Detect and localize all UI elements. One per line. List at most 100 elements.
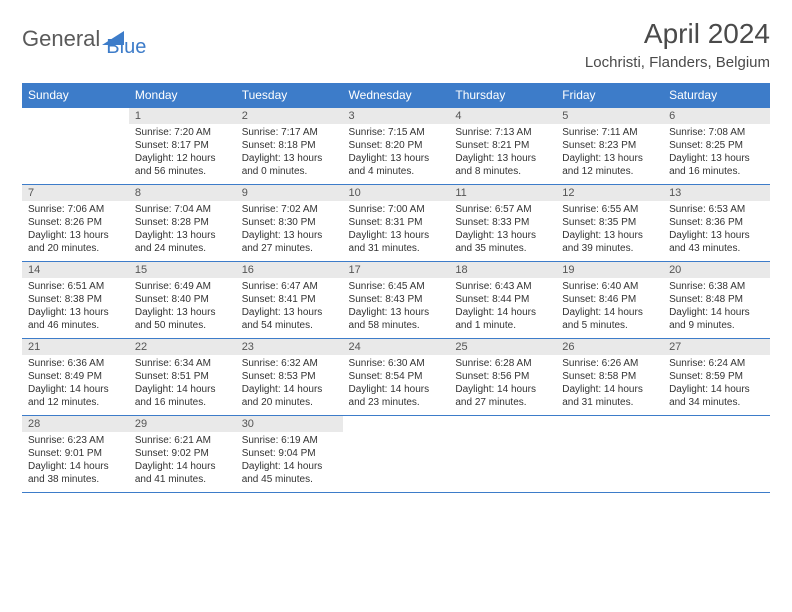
weekday-header: Tuesday [236,83,343,108]
day-details: Sunrise: 6:21 AMSunset: 9:02 PMDaylight:… [129,432,236,492]
detail-line: and 41 minutes. [135,473,230,486]
detail-line: Sunset: 8:51 PM [135,370,230,383]
day-number [343,416,450,432]
detail-line: Sunrise: 6:24 AM [669,357,764,370]
calendar-week: 1Sunrise: 7:20 AMSunset: 8:17 PMDaylight… [22,108,770,185]
detail-line: Sunset: 8:30 PM [242,216,337,229]
detail-line: Sunset: 8:28 PM [135,216,230,229]
day-number: 12 [556,185,663,201]
day-number: 3 [343,108,450,124]
day-number: 4 [449,108,556,124]
detail-line: Sunrise: 6:51 AM [28,280,123,293]
detail-line: Daylight: 14 hours [669,383,764,396]
header: General Blue April 2024 Lochristi, Fland… [22,18,770,71]
detail-line: Sunrise: 6:23 AM [28,434,123,447]
day-number: 22 [129,339,236,355]
detail-line: Sunrise: 6:36 AM [28,357,123,370]
day-number: 26 [556,339,663,355]
calendar-cell: 26Sunrise: 6:26 AMSunset: 8:58 PMDayligh… [556,339,663,416]
detail-line: Sunrise: 6:47 AM [242,280,337,293]
day-number: 11 [449,185,556,201]
detail-line: and 5 minutes. [562,319,657,332]
day-details: Sunrise: 6:47 AMSunset: 8:41 PMDaylight:… [236,278,343,338]
logo-text-general: General [22,26,100,52]
day-number: 2 [236,108,343,124]
detail-line: and 16 minutes. [669,165,764,178]
day-number: 8 [129,185,236,201]
detail-line: and 56 minutes. [135,165,230,178]
calendar-cell: 21 Sunrise: 6:36 AMSunset: 8:49 PMDayligh… [22,339,129,416]
detail-line: Sunrise: 6:26 AM [562,357,657,370]
detail-line: Sunset: 8:48 PM [669,293,764,306]
detail-line: Sunrise: 7:08 AM [669,126,764,139]
detail-line: Sunset: 8:40 PM [135,293,230,306]
detail-line: Sunset: 8:18 PM [242,139,337,152]
calendar-cell [343,416,450,493]
day-details [22,124,129,182]
day-details: Sunrise: 7:15 AMSunset: 8:20 PMDaylight:… [343,124,450,184]
day-details: Sunrise: 6:53 AMSunset: 8:36 PMDaylight:… [663,201,770,261]
calendar-cell [22,108,129,185]
detail-line: Sunset: 8:49 PM [28,370,123,383]
detail-line: Daylight: 14 hours [242,460,337,473]
detail-line: and 27 minutes. [242,242,337,255]
detail-line: and 38 minutes. [28,473,123,486]
calendar-cell [449,416,556,493]
detail-line: Sunset: 8:41 PM [242,293,337,306]
detail-line: and 31 minutes. [349,242,444,255]
detail-line: Sunset: 9:01 PM [28,447,123,460]
calendar-cell: 11Sunrise: 6:57 AMSunset: 8:33 PMDayligh… [449,185,556,262]
day-number: 13 [663,185,770,201]
day-number: 20 [663,262,770,278]
detail-line: Sunset: 8:58 PM [562,370,657,383]
day-details: Sunrise: 6:24 AMSunset: 8:59 PMDaylight:… [663,355,770,415]
detail-line: Sunset: 8:31 PM [349,216,444,229]
calendar-cell: 15Sunrise: 6:49 AMSunset: 8:40 PMDayligh… [129,262,236,339]
detail-line: Daylight: 14 hours [242,383,337,396]
detail-line: Daylight: 14 hours [349,383,444,396]
calendar-cell: 13Sunrise: 6:53 AMSunset: 8:36 PMDayligh… [663,185,770,262]
detail-line: Daylight: 13 hours [135,306,230,319]
detail-line: Sunset: 8:26 PM [28,216,123,229]
detail-line: Daylight: 13 hours [135,229,230,242]
day-number: 21 [22,339,129,355]
day-number: 30 [236,416,343,432]
day-number: 27 [663,339,770,355]
day-number: 15 [129,262,236,278]
day-details: Sunrise: 7:02 AMSunset: 8:30 PMDaylight:… [236,201,343,261]
day-details: Sunrise: 7:04 AMSunset: 8:28 PMDaylight:… [129,201,236,261]
detail-line: Sunrise: 6:19 AM [242,434,337,447]
day-details: Sunrise: 6:23 AMSunset: 9:01 PMDaylight:… [22,432,129,492]
day-details: Sunrise: 6:51 AMSunset: 8:38 PMDaylight:… [22,278,129,338]
logo: General Blue [22,18,146,59]
month-title: April 2024 [585,18,770,50]
detail-line: Daylight: 14 hours [28,383,123,396]
calendar-week: 14Sunrise: 6:51 AMSunset: 8:38 PMDayligh… [22,262,770,339]
calendar-table: Sunday Monday Tuesday Wednesday Thursday… [22,83,770,493]
weekday-header: Friday [556,83,663,108]
day-details: Sunrise: 6:28 AMSunset: 8:56 PMDaylight:… [449,355,556,415]
detail-line: and 45 minutes. [242,473,337,486]
detail-line: and 50 minutes. [135,319,230,332]
detail-line: Sunrise: 6:45 AM [349,280,444,293]
detail-line: Sunrise: 6:34 AM [135,357,230,370]
day-number: 28 [22,416,129,432]
day-details: Sunrise: 7:06 AMSunset: 8:26 PMDaylight:… [22,201,129,261]
calendar-cell: 8Sunrise: 7:04 AMSunset: 8:28 PMDaylight… [129,185,236,262]
calendar-head: Sunday Monday Tuesday Wednesday Thursday… [22,83,770,108]
detail-line: Sunset: 8:36 PM [669,216,764,229]
detail-line: and 46 minutes. [28,319,123,332]
day-details: Sunrise: 7:17 AMSunset: 8:18 PMDaylight:… [236,124,343,184]
detail-line: Sunrise: 6:30 AM [349,357,444,370]
calendar-cell: 19Sunrise: 6:40 AMSunset: 8:46 PMDayligh… [556,262,663,339]
detail-line: Sunrise: 6:28 AM [455,357,550,370]
day-number [663,416,770,432]
detail-line: Sunset: 8:59 PM [669,370,764,383]
day-details [449,432,556,490]
detail-line: and 24 minutes. [135,242,230,255]
day-details: Sunrise: 6:49 AMSunset: 8:40 PMDaylight:… [129,278,236,338]
day-details: Sunrise: 6:45 AMSunset: 8:43 PMDaylight:… [343,278,450,338]
calendar-cell: 4Sunrise: 7:13 AMSunset: 8:21 PMDaylight… [449,108,556,185]
detail-line: and 0 minutes. [242,165,337,178]
weekday-header: Sunday [22,83,129,108]
